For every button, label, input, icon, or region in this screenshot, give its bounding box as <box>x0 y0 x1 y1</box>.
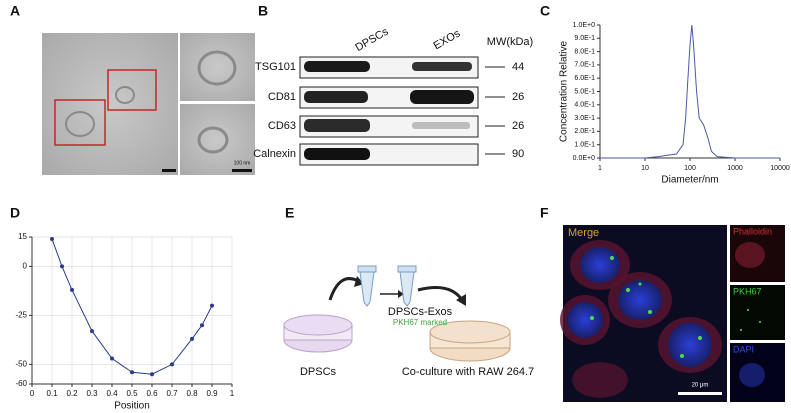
scale-label: 20 μm <box>692 383 709 389</box>
y-tick-label: 3.0E-1 <box>574 115 595 122</box>
y-tick-label: -60 <box>15 379 27 388</box>
panel-label: D <box>10 205 20 221</box>
scale-label: 100 nm <box>234 160 251 166</box>
y-tick-label: 1.0E-1 <box>574 142 595 149</box>
x-tick-label: 100 <box>684 165 696 172</box>
channel-label: PKH67 <box>733 286 762 296</box>
channel-label: DAPI <box>733 344 754 354</box>
x-tick-label: 0.7 <box>166 389 178 398</box>
data-point <box>90 329 94 334</box>
data-point <box>210 303 214 308</box>
panel-label: A <box>10 3 20 19</box>
channel-label: Phalloidin <box>733 226 772 236</box>
schematic <box>283 265 511 362</box>
protein-label: TSG101 <box>255 61 296 73</box>
x-tick-label: 10000 <box>770 165 790 172</box>
mw-value: 44 <box>512 61 524 73</box>
x-tick-label: 0.8 <box>186 389 198 398</box>
blot-bands <box>299 56 505 166</box>
x-tick-label: 0.2 <box>66 389 78 398</box>
y-tick-label: 0 <box>23 262 28 271</box>
data-point <box>190 336 194 341</box>
y-tick-label: -25 <box>15 311 27 320</box>
panel-label: E <box>285 205 294 221</box>
x-tick-label: 10 <box>641 165 649 172</box>
data-point <box>70 287 74 292</box>
schematic-label: Co-culture with RAW 264.7 <box>402 366 534 378</box>
y-tick-label: 4.0E-1 <box>574 102 595 109</box>
column-label: EXOs <box>432 27 463 52</box>
schematic-label: PKH67 marked <box>393 318 447 327</box>
x-tick-label: 0 <box>30 389 35 398</box>
mw-value: 90 <box>512 148 524 160</box>
x-tick-label: 0.1 <box>46 389 58 398</box>
mw-value: 26 <box>512 120 524 132</box>
panel-label: F <box>540 205 549 221</box>
schematic-label: DPSCs <box>300 366 337 378</box>
mw-header: MW(kDa) <box>487 36 533 48</box>
data-point <box>50 236 54 241</box>
data-point <box>150 372 154 377</box>
x-tick-label: 0.5 <box>126 389 138 398</box>
y-tick-label: -50 <box>15 360 27 369</box>
fluorescence-images <box>560 225 785 402</box>
x-tick-label: 0.6 <box>146 389 158 398</box>
column-label: DPSCs <box>353 25 391 54</box>
panel-label: B <box>258 3 268 19</box>
y-tick-label: 6.0E-1 <box>574 75 595 82</box>
mw-value: 26 <box>512 91 524 103</box>
data-point <box>170 362 174 367</box>
data-point <box>110 356 114 361</box>
y-tick-label: 0.0E+0 <box>573 155 595 162</box>
tem-images <box>42 33 255 175</box>
panel-label: C <box>540 3 550 19</box>
schematic-label: DPSCs-Exos <box>388 306 453 318</box>
x-tick-label: 1000 <box>727 165 743 172</box>
y-tick-label: 8.0E-1 <box>574 48 595 55</box>
y-tick-label: 15 <box>18 232 27 241</box>
protein-label: CD81 <box>268 91 296 103</box>
y-axis-label: Concentration Relative <box>559 40 570 142</box>
x-tick-label: 0.4 <box>106 389 118 398</box>
x-tick-label: 0.3 <box>86 389 98 398</box>
protein-label: CD63 <box>268 120 296 132</box>
x-tick-label: 1 <box>598 165 602 172</box>
channel-label: Merge <box>568 227 599 239</box>
data-point <box>60 264 64 269</box>
x-axis-label: Diameter/nm <box>661 175 718 186</box>
protein-label: Calnexin <box>253 148 296 160</box>
y-axis-label: Zeta Potential/mV <box>0 270 2 350</box>
x-tick-label: 0.9 <box>206 389 218 398</box>
y-tick-label: 5.0E-1 <box>574 88 595 95</box>
y-tick-label: 1.0E+0 <box>573 22 595 29</box>
y-tick-label: 7.0E-1 <box>574 62 595 69</box>
x-tick-label: 1 <box>230 389 235 398</box>
y-tick-label: 9.0E-1 <box>574 35 595 42</box>
data-line <box>600 24 780 159</box>
data-point <box>130 370 134 375</box>
y-tick-label: 2.0E-1 <box>574 128 595 135</box>
x-axis-label: Position <box>114 401 150 412</box>
data-point <box>200 323 204 328</box>
